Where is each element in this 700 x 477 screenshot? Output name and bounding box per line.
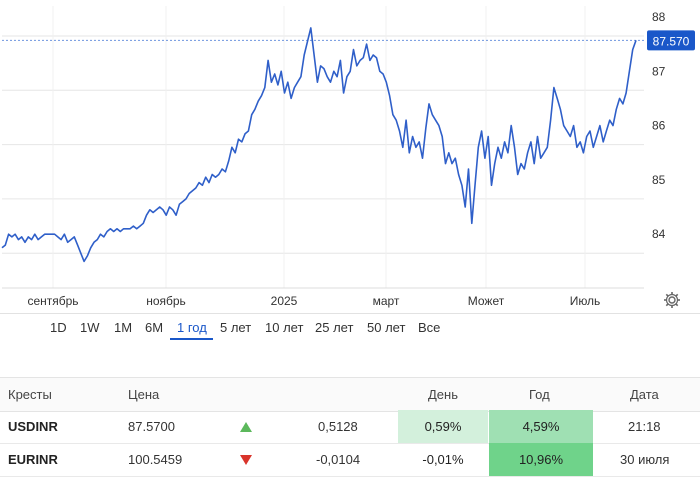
up-arrow-icon [240, 422, 252, 432]
chart-svg: 84 85 86 87 88 сентябрь ноябрь 2025 март Может Июл… [1, 6, 695, 308]
down-arrow-icon [240, 455, 252, 465]
range-5y-button[interactable]: 5 лет [220, 320, 252, 335]
year-change-cell: 10,96% [489, 443, 593, 476]
year-change-cell: 4,59% [489, 410, 593, 443]
change-cell: 0,5128 [318, 419, 358, 434]
table-row[interactable]: USDINR 87.5700 0,5128 0,59% 4,59% 21:18 [0, 410, 700, 444]
x-tick-label: март [373, 294, 400, 308]
y-tick-label: 86 [652, 119, 666, 133]
date-cell: 21:18 [628, 419, 661, 434]
symbol-link[interactable]: USDINR [8, 419, 58, 434]
range-1w-button[interactable]: 1W [80, 320, 100, 335]
range-all-button[interactable]: Все [418, 320, 441, 335]
range-50y-button[interactable]: 50 лет [367, 320, 406, 335]
price-cell: 87.5700 [128, 419, 175, 434]
price-series-line [1, 27, 637, 263]
y-tick-label: 87 [652, 64, 666, 78]
header-date[interactable]: Дата [630, 387, 659, 402]
active-range-indicator [170, 338, 213, 340]
y-tick-label: 85 [652, 173, 666, 187]
x-tick-label: сентябрь [27, 294, 78, 308]
day-change-cell: 0,59% [398, 410, 488, 443]
range-25y-button[interactable]: 25 лет [315, 320, 354, 335]
range-6m-button[interactable]: 6M [145, 320, 164, 335]
header-year[interactable]: Год [529, 387, 550, 402]
price-chart[interactable]: 84 85 86 87 88 сентябрь ноябрь 2025 март Может Июл… [0, 0, 700, 312]
range-1y-button[interactable]: 1 год [177, 320, 207, 335]
time-range-selector: 1D 1W 1M 6M 1 год 5 лет 10 лет 25 лет 50… [0, 313, 700, 342]
y-tick-label: 84 [652, 227, 666, 241]
range-1d-button[interactable]: 1D [50, 320, 67, 335]
x-tick-label: 2025 [271, 294, 298, 308]
header-price[interactable]: Цена [128, 387, 160, 402]
range-1m-button[interactable]: 1M [114, 320, 133, 335]
current-price-label: 87.570 [653, 34, 690, 48]
price-cell: 100.5459 [128, 452, 183, 467]
header-crosses[interactable]: Кресты [8, 387, 52, 402]
table-row[interactable]: EURINR 100.5459 -0,0104 -0,01% 10,96% 30… [0, 443, 700, 477]
gear-icon[interactable] [662, 290, 682, 310]
x-tick-label: ноябрь [146, 294, 186, 308]
date-cell: 30 июля [620, 452, 670, 467]
current-price-badge [647, 30, 695, 51]
y-tick-label: 88 [652, 10, 666, 24]
symbol-link[interactable]: EURINR [8, 452, 58, 467]
change-cell: -0,0104 [316, 452, 361, 467]
day-change-cell: -0,01% [422, 452, 464, 467]
table-header: Кресты Цена День Год Дата [0, 377, 700, 412]
x-tick-label: Может [468, 294, 505, 308]
x-tick-label: Июль [570, 294, 601, 308]
header-day[interactable]: День [428, 387, 458, 402]
range-10y-button[interactable]: 10 лет [265, 320, 304, 335]
